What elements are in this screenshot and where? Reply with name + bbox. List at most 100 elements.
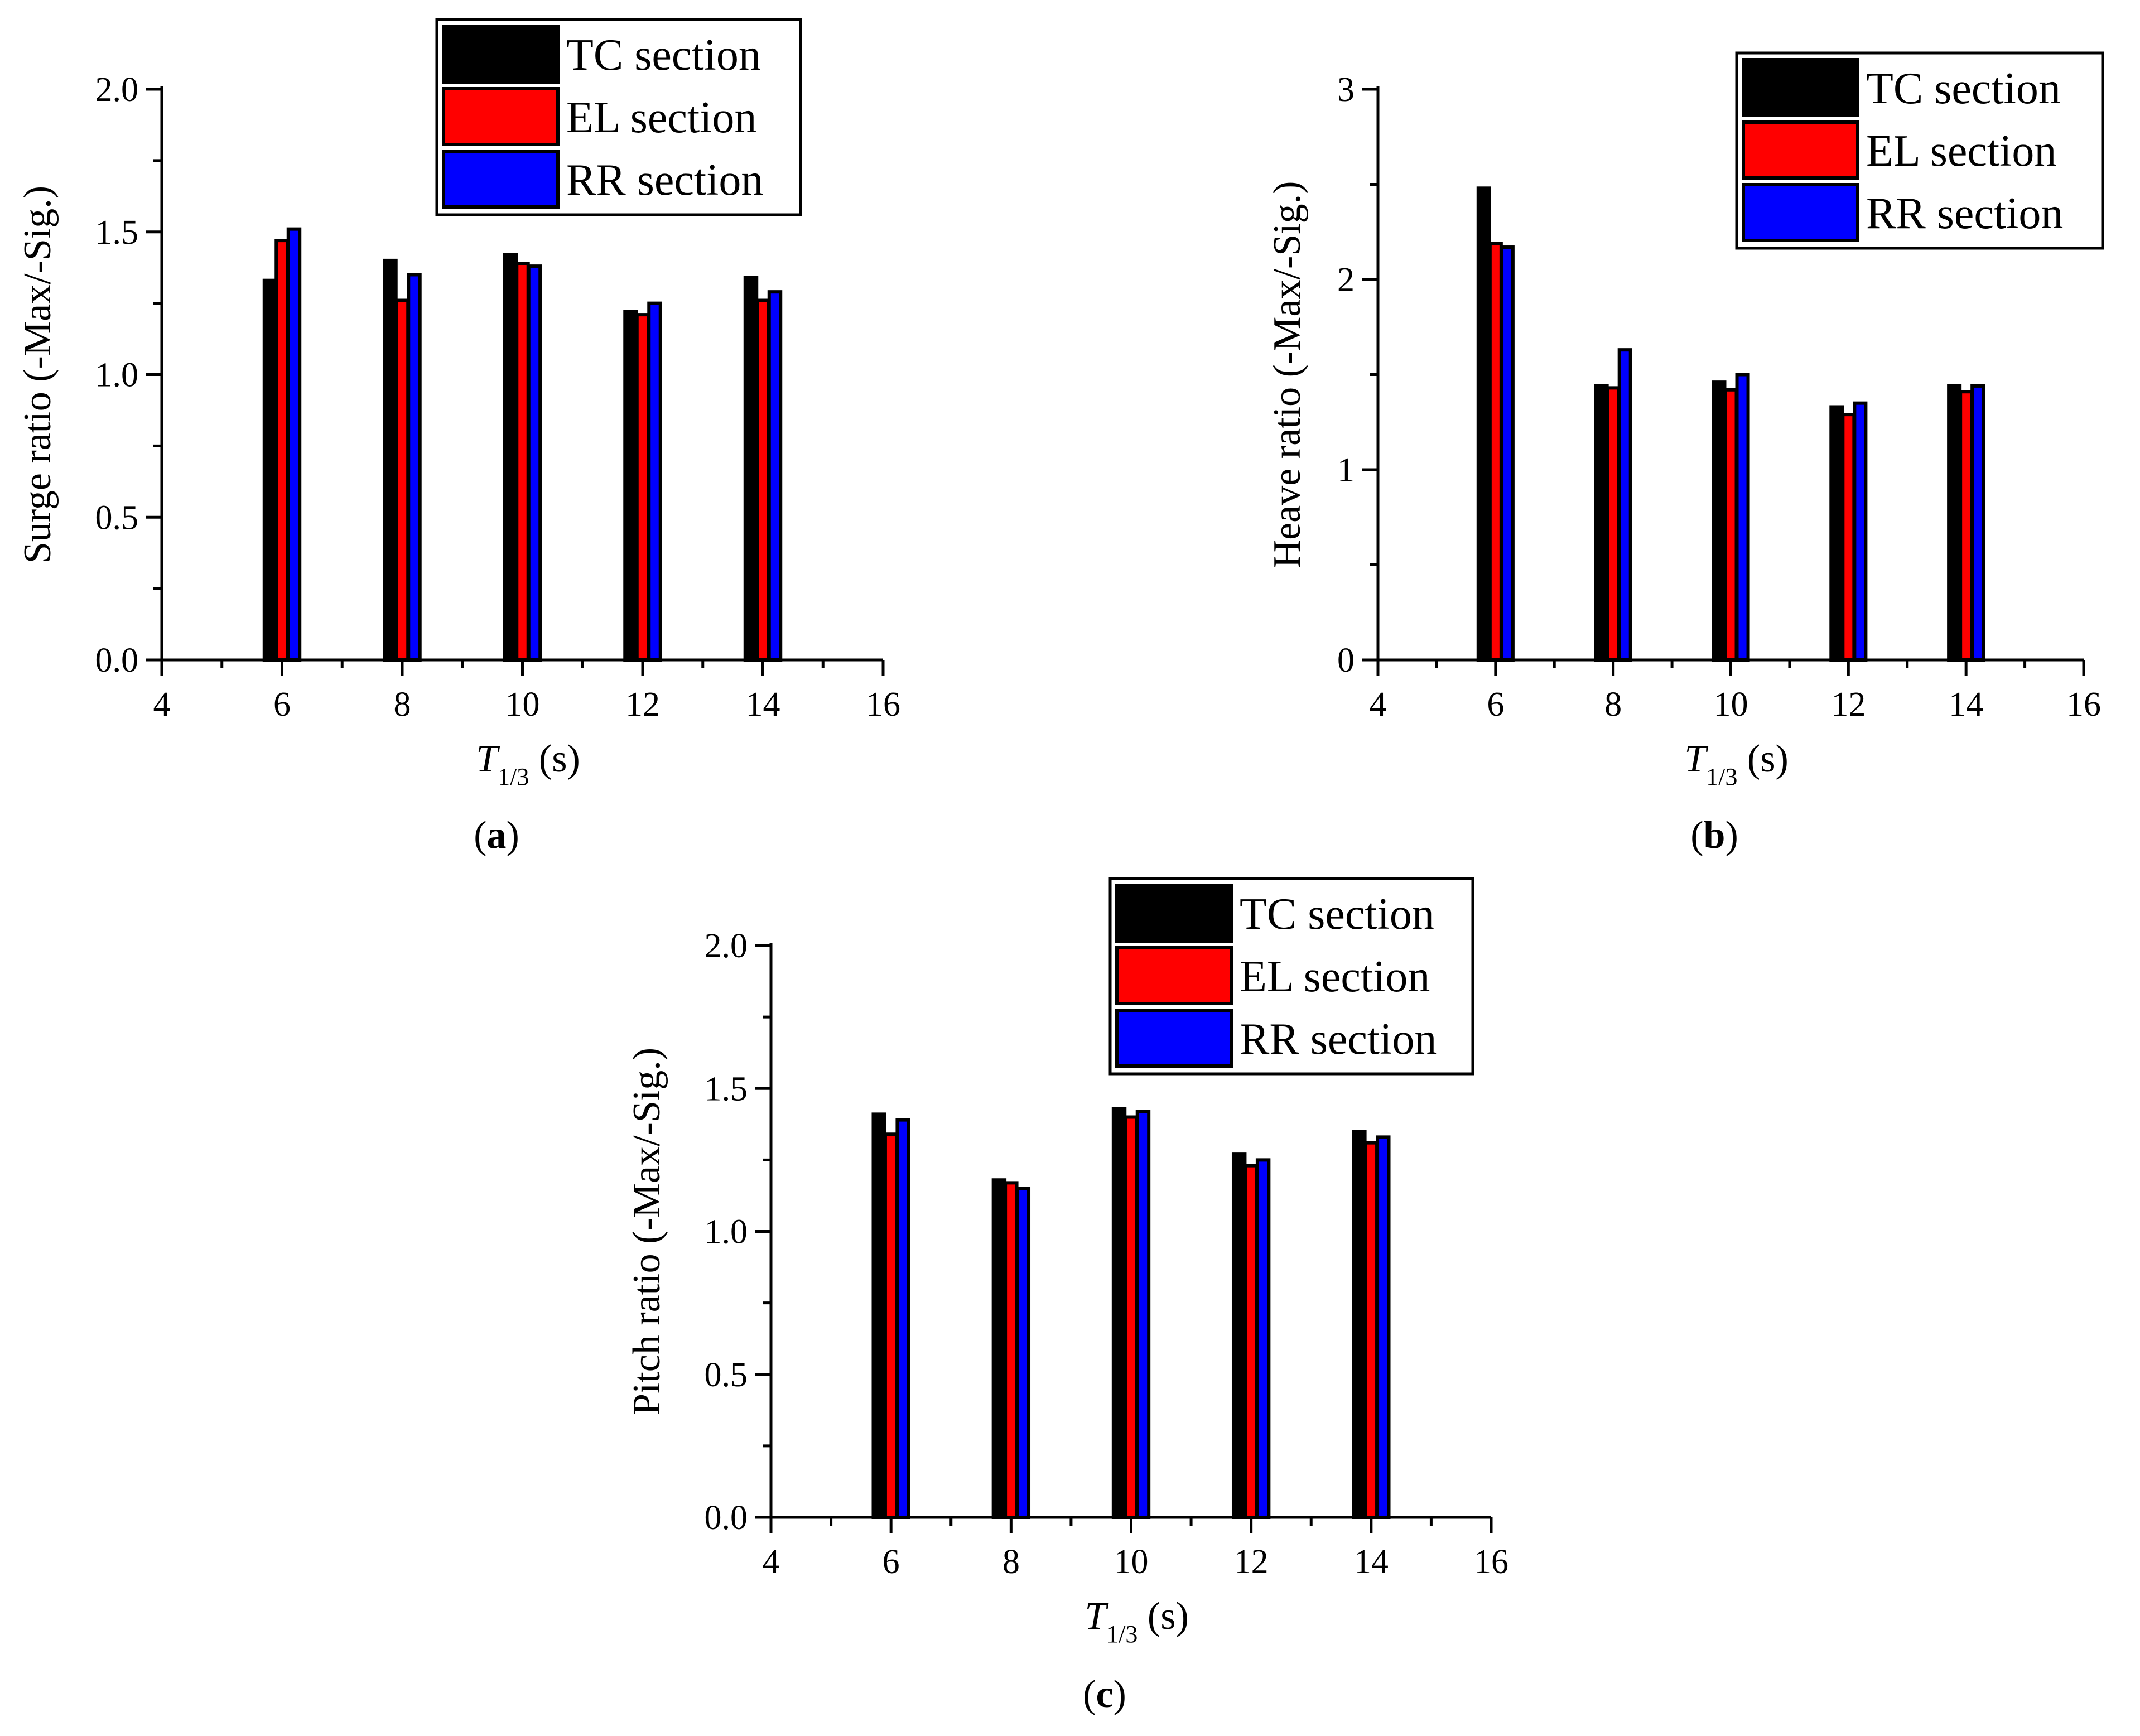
x-tick-label: 10 [1714, 686, 1748, 724]
x-tick-label: 4 [1370, 686, 1387, 724]
panel-label: (c) [1083, 1673, 1126, 1716]
bar-rr-10 [527, 264, 542, 662]
bar-tc-12 [1231, 1152, 1247, 1519]
x-tick-label: 10 [1114, 1543, 1149, 1581]
y-tick-label: 2.0 [705, 927, 748, 965]
legend-label-el: EL section [566, 93, 756, 142]
bar-rr-14 [1970, 384, 1985, 662]
bar-rr-8 [407, 273, 422, 662]
y-tick-label: 1 [1337, 451, 1355, 489]
legend-swatch-rr [1115, 1009, 1233, 1068]
x-tick-label: 16 [866, 686, 900, 724]
legend-swatch-el [1115, 946, 1233, 1005]
y-tick-label: 3 [1337, 71, 1355, 109]
legend-swatch-el [1742, 120, 1859, 180]
chart-surge: 4 6 8 10 12 14 16 0.0 0.5 1.0 1.5 2.0 Surge ratio (-… [16, 18, 900, 857]
bar-tc-6 [1476, 186, 1491, 662]
bar-el-12 [1243, 1164, 1259, 1519]
x-tick-label: 16 [1474, 1543, 1508, 1581]
legend-swatch-el [442, 87, 560, 146]
legend-label-rr: RR section [566, 156, 763, 205]
bar-tc-14 [1947, 384, 1962, 662]
bar-el-6 [274, 239, 290, 662]
bar-tc-10 [1712, 380, 1727, 662]
bar-rr-6 [895, 1118, 910, 1519]
bar-rr-6 [286, 227, 302, 662]
bar-tc-8 [1594, 384, 1609, 662]
legend-swatch-rr [1742, 183, 1859, 242]
y-tick-label: 1.0 [705, 1213, 748, 1251]
x-axis-title: T1/3 (s) [1085, 1595, 1189, 1648]
x-tick-label: 6 [883, 1543, 900, 1581]
x-tick-label: 14 [1949, 686, 1983, 724]
chart-pitch: 4 6 8 10 12 14 16 0.0 0.5 1.0 1.5 2.0 Pitch ratio (-… [625, 877, 1508, 1716]
bar-el-14 [1959, 390, 1974, 662]
legend-label-tc: TC section [1866, 64, 2061, 113]
x-tick-label: 12 [625, 686, 660, 724]
y-tick-label: 0.0 [95, 642, 139, 679]
bar-tc-6 [871, 1112, 886, 1519]
x-tick-label: 16 [2066, 686, 2101, 724]
y-tick-label: 0.0 [705, 1499, 748, 1537]
panel-label: (b) [1690, 814, 1738, 857]
bar-rr-6 [1500, 245, 1515, 662]
bar-el-10 [1723, 388, 1738, 662]
panel-label: (a) [474, 814, 519, 857]
bar-tc-14 [1352, 1130, 1367, 1519]
x-tick-label: 4 [763, 1543, 780, 1581]
bar-rr-10 [1135, 1110, 1151, 1519]
x-tick-label: 14 [1354, 1543, 1389, 1581]
bar-el-6 [883, 1132, 899, 1519]
bar-rr-14 [1376, 1135, 1391, 1519]
y-tick-label: 1.5 [705, 1070, 748, 1108]
bar-rr-8 [1015, 1187, 1031, 1519]
bar-el-8 [1606, 386, 1621, 662]
bar-tc-12 [1829, 405, 1844, 662]
y-axis-title: Pitch ratio (-Max/-Sig.) [625, 1048, 668, 1415]
x-axis-title: T1/3 (s) [476, 737, 580, 790]
bar-el-12 [1841, 413, 1856, 662]
y-tick-label: 1.0 [95, 356, 139, 394]
x-tick-label: 8 [1002, 1543, 1020, 1581]
bar-rr-8 [1617, 348, 1632, 662]
y-tick-label: 0.5 [705, 1356, 748, 1394]
x-tick-label: 8 [1604, 686, 1622, 724]
y-tick-label: 0.5 [95, 499, 139, 537]
bar-el-14 [1363, 1141, 1379, 1519]
legend-swatch-tc [442, 25, 560, 84]
legend-swatch-tc [1742, 58, 1859, 117]
legend-label-el: EL section [1866, 127, 2056, 176]
legend-swatch-rr [442, 150, 560, 209]
bar-tc-14 [743, 276, 759, 662]
bar-tc-8 [991, 1178, 1007, 1519]
bar-rr-12 [1853, 401, 1868, 662]
bar-tc-8 [383, 258, 398, 662]
y-tick-label: 0 [1337, 642, 1355, 679]
bar-tc-10 [503, 253, 518, 662]
legend-label-tc: TC section [566, 31, 761, 80]
y-tick-label: 2.0 [95, 71, 139, 109]
bar-rr-12 [647, 301, 662, 662]
bar-el-14 [755, 298, 770, 662]
bar-tc-12 [623, 310, 638, 662]
x-tick-label: 6 [1487, 686, 1504, 724]
x-tick-label: 6 [273, 686, 291, 724]
y-tick-label: 2 [1337, 261, 1355, 299]
bar-el-8 [1004, 1181, 1019, 1519]
legend-label-rr: RR section [1866, 189, 2063, 238]
x-tick-label: 12 [1831, 686, 1866, 724]
y-axis-title: Heave ratio (-Max/-Sig.) [1266, 181, 1309, 568]
legend-label-el: EL section [1240, 952, 1430, 1001]
legend-swatch-tc [1115, 884, 1233, 943]
bar-el-10 [1124, 1115, 1139, 1519]
x-axis-title: T1/3 (s) [1684, 737, 1789, 790]
bar-tc-10 [1111, 1107, 1127, 1519]
legend-label-tc: TC section [1240, 890, 1434, 939]
legend-label-rr: RR section [1240, 1015, 1437, 1064]
x-tick-label: 14 [746, 686, 780, 724]
bar-rr-12 [1255, 1158, 1271, 1519]
bar-el-12 [635, 313, 650, 662]
x-tick-label: 8 [394, 686, 411, 724]
